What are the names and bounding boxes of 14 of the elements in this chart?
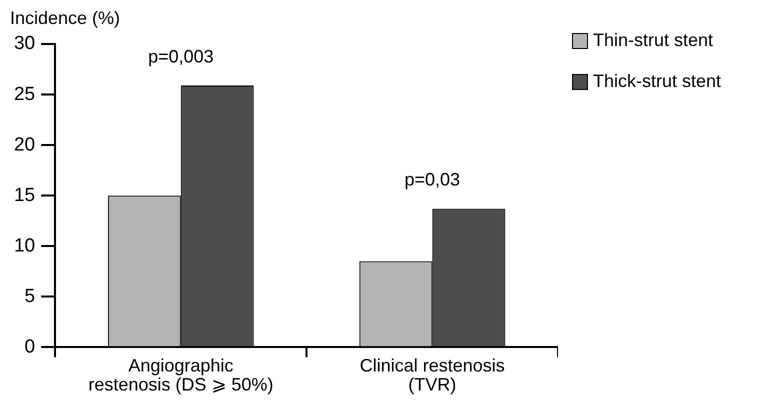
x-tick-label: Clinical restenosis (TVR) bbox=[360, 356, 505, 395]
y-tick-label: 10 bbox=[14, 235, 36, 256]
y-axis-title: Incidence (%) bbox=[10, 8, 120, 28]
y-tick-label: 15 bbox=[14, 184, 36, 206]
y-tick-label: 30 bbox=[14, 33, 36, 54]
y-tick-label: 20 bbox=[14, 134, 36, 156]
legend-label: Thick-strut stent bbox=[593, 71, 722, 92]
annotation: p=0,03 bbox=[404, 170, 460, 190]
x-tick-label: Angiographic restenosis (DS ⩾ 50%) bbox=[88, 356, 274, 395]
y-tick-label: 0 bbox=[24, 336, 36, 358]
y-tick-label: 25 bbox=[14, 84, 36, 105]
annotation: p=0,003 bbox=[148, 46, 214, 66]
legend-label: Thin-strut stent bbox=[593, 30, 714, 51]
y-tick-label: 5 bbox=[24, 286, 36, 307]
